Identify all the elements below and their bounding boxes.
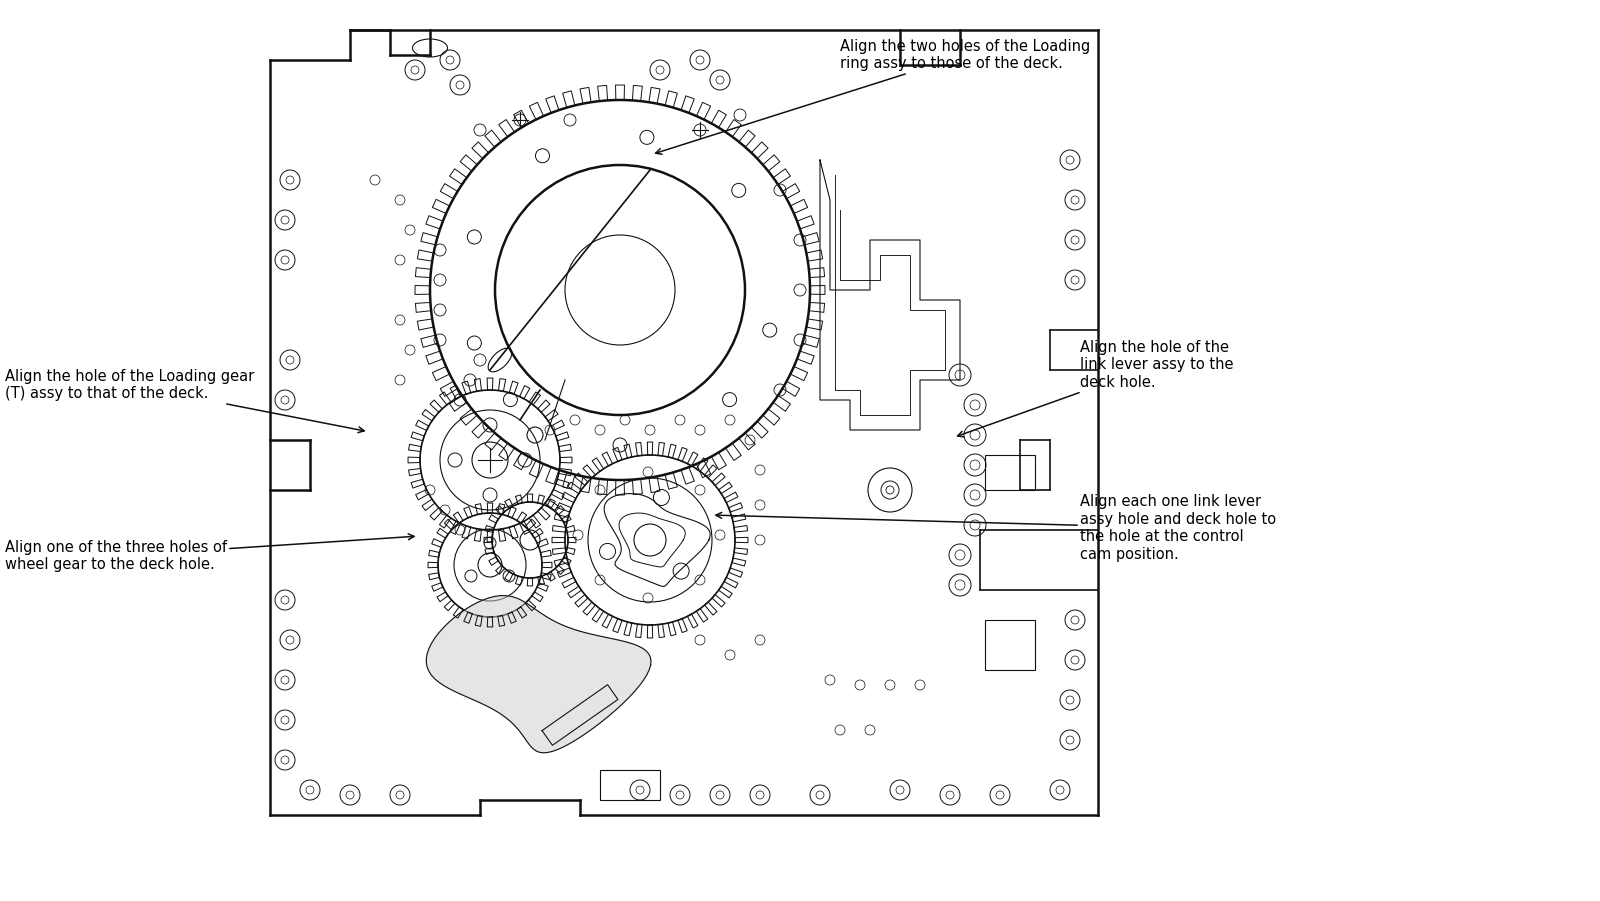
Text: Align one of the three holes of
wheel gear to the deck hole.: Align one of the three holes of wheel ge…: [5, 534, 414, 572]
Text: Align each one link lever
assy hole and deck hole to
the hole at the control
cam: Align each one link lever assy hole and …: [715, 495, 1277, 561]
Text: Align the two holes of the Loading
ring assy to those of the deck.: Align the two holes of the Loading ring …: [656, 39, 1090, 154]
Text: Align the hole of the Loading gear
(T) assy to that of the deck.: Align the hole of the Loading gear (T) a…: [5, 369, 365, 432]
Bar: [986, 455, 1035, 490]
Polygon shape: [426, 596, 651, 753]
Bar: [600, 770, 661, 800]
Bar: [986, 620, 1035, 670]
Text: Align the hole of the
link lever assy to the
deck hole.: Align the hole of the link lever assy to…: [957, 340, 1234, 437]
